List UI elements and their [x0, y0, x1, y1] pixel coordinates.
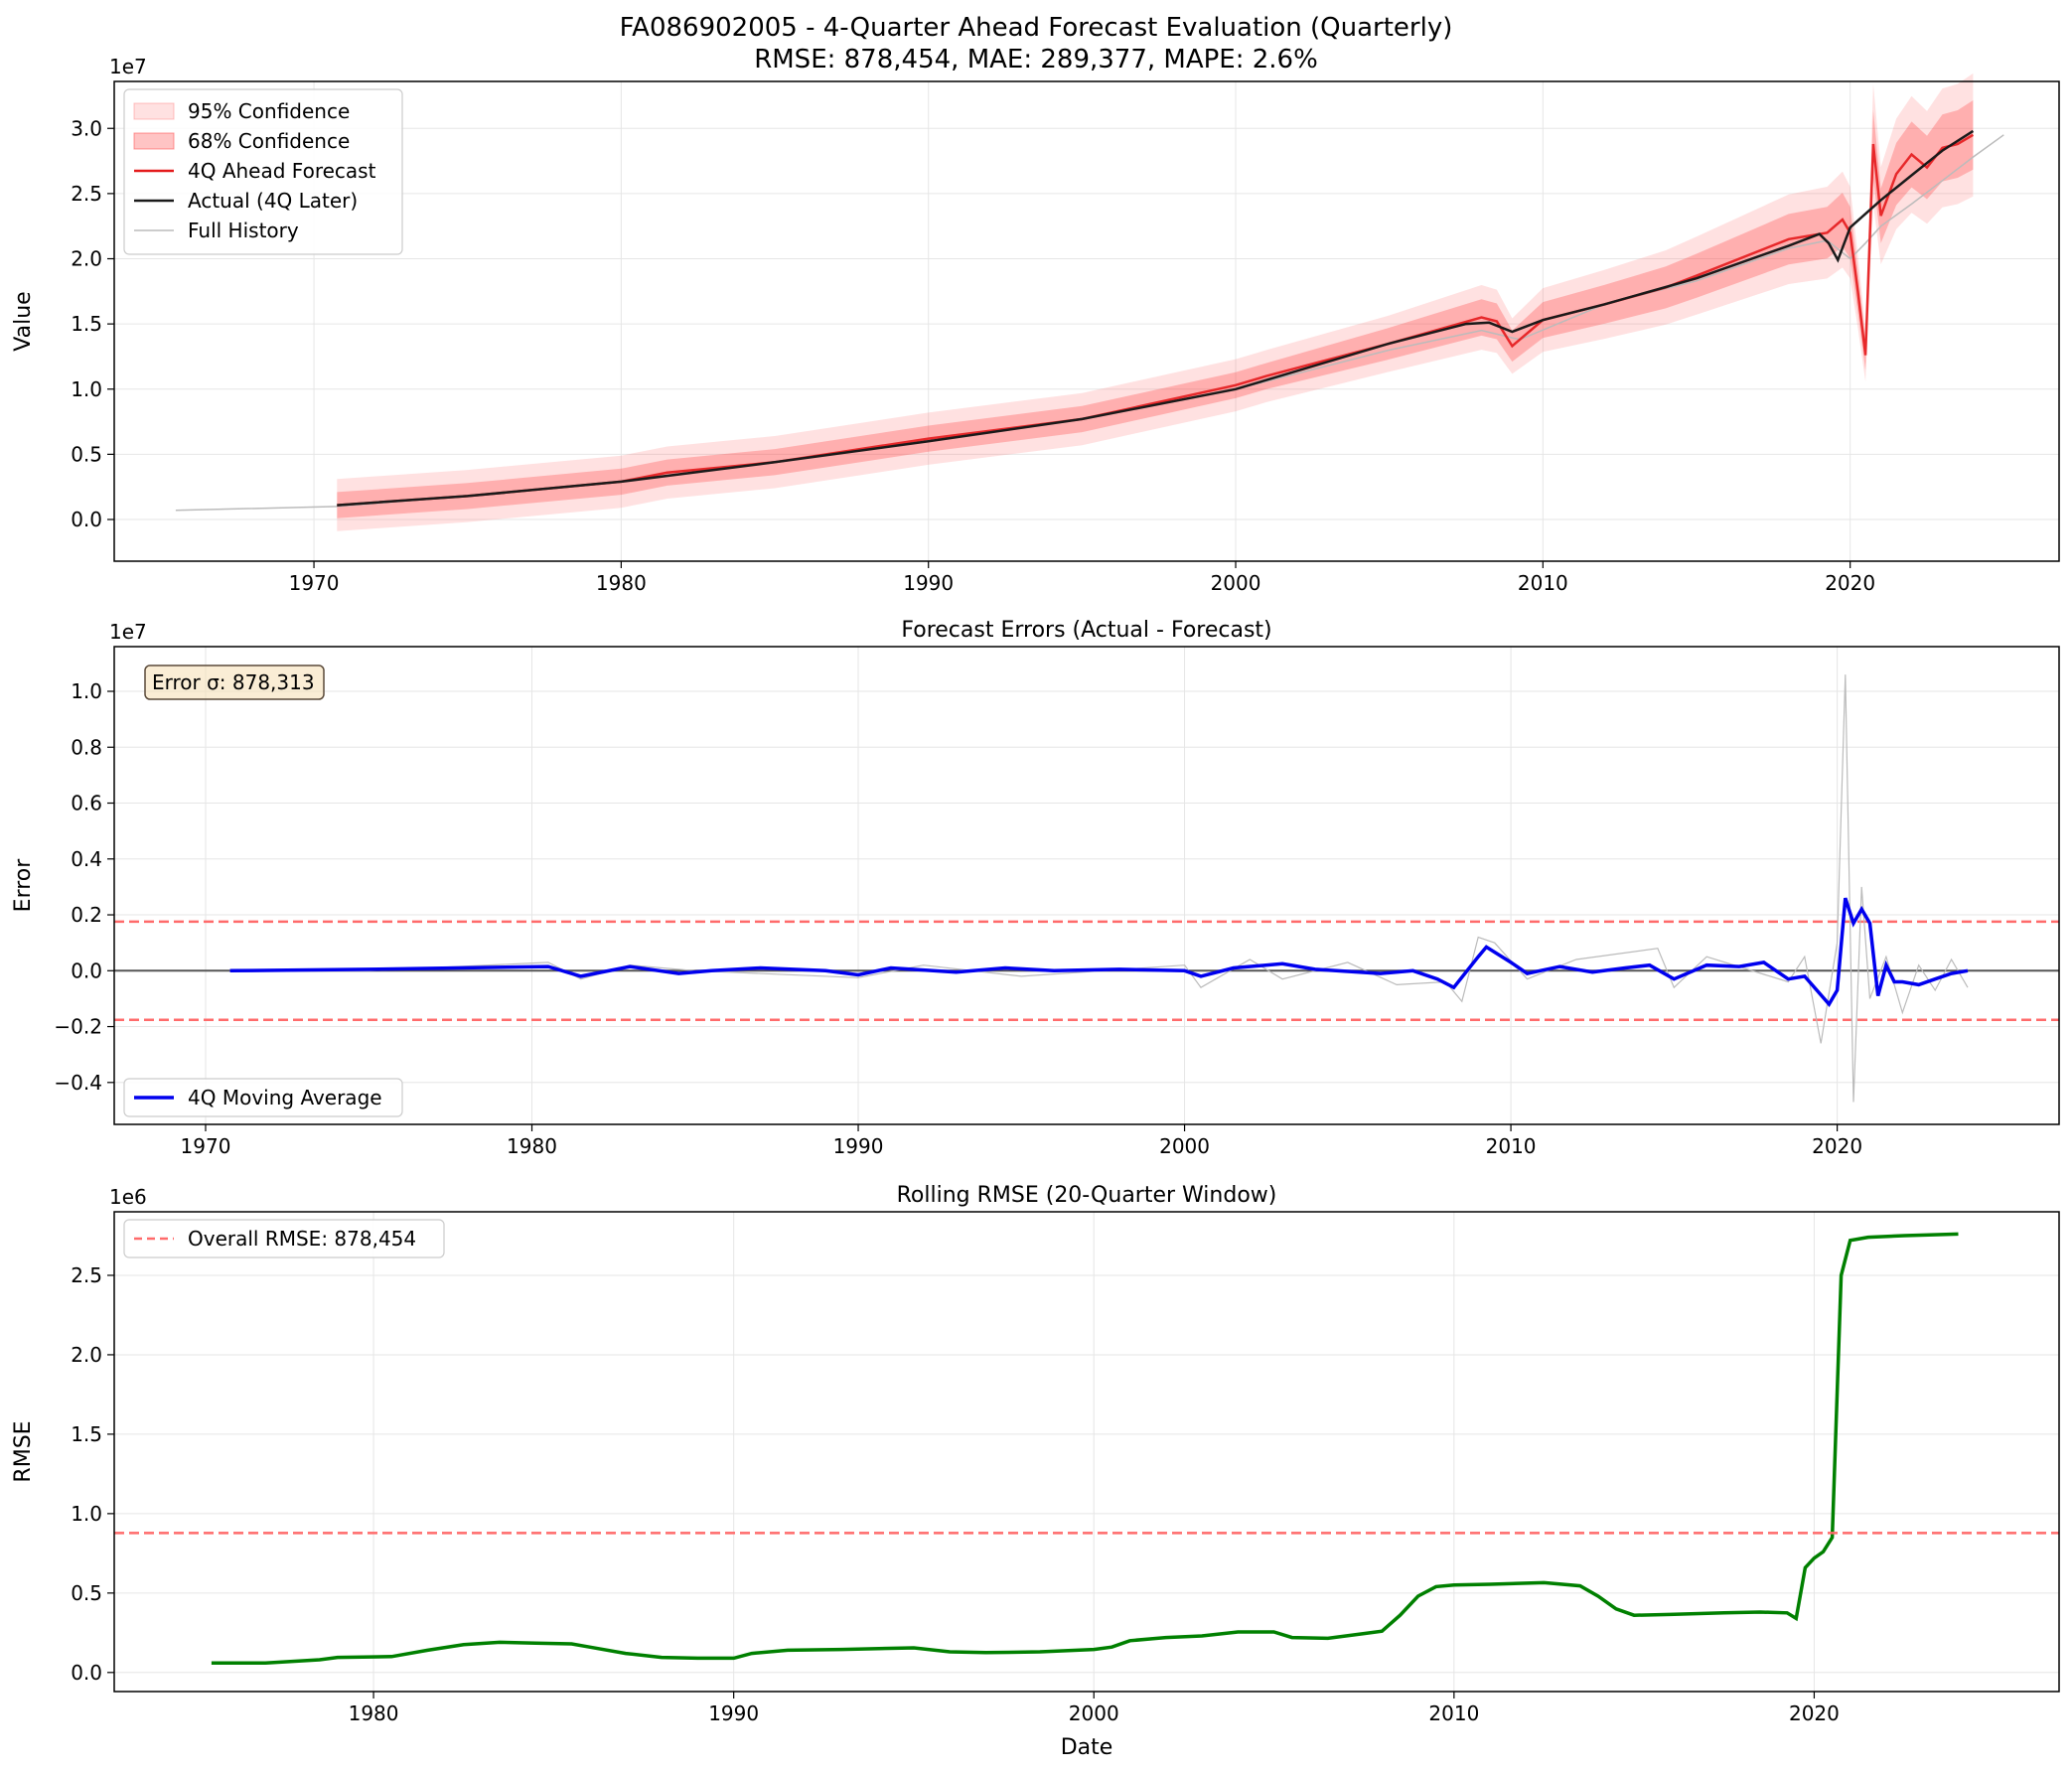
panel-title: Forecast Errors (Actual - Forecast)	[901, 618, 1271, 643]
y-tick-label: 2.5	[71, 1263, 102, 1287]
y-tick-label: −0.2	[54, 1015, 102, 1039]
ci68-band	[337, 100, 1974, 518]
y-tick-label: 0.5	[71, 1581, 102, 1605]
plot-frame	[113, 80, 2060, 562]
y-tick-label: 3.0	[71, 116, 102, 140]
figure-subtitle: RMSE: 878,454, MAE: 289,377, MAPE: 2.6%	[754, 45, 1318, 74]
y-tick-label: 1.5	[71, 1422, 102, 1446]
y-tick-label: 1.0	[71, 377, 102, 401]
legend-swatch-ci95	[133, 102, 175, 120]
y-tick-label: 2.0	[71, 247, 102, 271]
legend-swatch-ci68	[133, 132, 175, 150]
legend-box	[123, 1078, 403, 1117]
legend-label: 4Q Moving Average	[188, 1086, 382, 1109]
x-tick-label: 1970	[181, 1134, 231, 1158]
x-tick-label: 1990	[903, 571, 954, 595]
legend-label: 68% Confidence	[188, 129, 350, 153]
x-tick-label: 2020	[1825, 571, 1875, 595]
x-tick-label: 2010	[1486, 1134, 1537, 1158]
legend-label: Overall RMSE: 878,454	[188, 1227, 416, 1251]
x-axis-label: Date	[1061, 1735, 1113, 1760]
ci95-band	[337, 73, 1974, 531]
y-axis-label: Value	[11, 291, 36, 351]
x-tick-label: 1980	[596, 571, 647, 595]
legend-label: Actual (4Q Later)	[188, 189, 358, 213]
y-tick-label: 0.8	[71, 735, 102, 759]
legend-label: 4Q Ahead Forecast	[188, 159, 376, 183]
rolling-rmse-panel: 1980 1990 2000 2010 2020 0.0 0.5 1.0 1.5 2.0 2.5 1e…	[11, 1183, 2060, 1760]
figure-title: FA086902005 - 4-Quarter Ahead Forecast E…	[620, 13, 1453, 43]
x-tick-label: 2020	[1812, 1134, 1862, 1158]
y-tick-label: −0.4	[54, 1071, 102, 1095]
x-tick-label: 1990	[833, 1134, 884, 1158]
error-sigma-annotation: Error σ: 878,313	[152, 670, 315, 694]
legend-label: 95% Confidence	[188, 99, 350, 123]
x-tick-label: 1980	[507, 1134, 557, 1158]
x-tick-label: 2010	[1518, 571, 1568, 595]
y-tick-label: 2.0	[71, 1343, 102, 1367]
y-tick-label: 1.0	[71, 679, 102, 703]
x-tick-label: 2020	[1789, 1701, 1840, 1725]
x-tick-label: 1990	[708, 1701, 759, 1725]
moving-average-line	[229, 897, 1969, 1007]
y-tick-label: 1.0	[71, 1502, 102, 1526]
y-tick-label: 0.5	[71, 442, 102, 466]
plot-frame	[113, 1211, 2060, 1693]
y-tick-label: 0.0	[71, 1661, 102, 1685]
legend-box	[123, 1219, 445, 1258]
x-tick-label: 1970	[289, 571, 340, 595]
x-tick-label: 2000	[1211, 571, 1261, 595]
y-tick-label: 0.4	[71, 847, 102, 871]
y-tick-label: 0.0	[71, 508, 102, 531]
plot-frame	[113, 646, 2060, 1125]
y-axis-label: RMSE	[11, 1420, 36, 1482]
axis-offset-label: 1e7	[109, 620, 147, 644]
y-tick-label: 0.2	[71, 903, 102, 927]
x-tick-label: 1980	[349, 1701, 399, 1725]
y-axis-label: Error	[11, 858, 36, 913]
axis-offset-label: 1e6	[109, 1185, 147, 1209]
legend-label: Full History	[188, 219, 299, 242]
x-tick-label: 2010	[1428, 1701, 1479, 1725]
x-tick-label: 2000	[1159, 1134, 1210, 1158]
y-tick-label: 1.5	[71, 312, 102, 336]
legend-box	[123, 88, 403, 255]
y-tick-label: 0.6	[71, 792, 102, 815]
x-tick-label: 2000	[1069, 1701, 1119, 1725]
errors-panel: 1970 1980 1990 2000 2010 2020 −0.4 −0.2 0.0 0.2 0.…	[11, 618, 2060, 1158]
panel-title: Rolling RMSE (20-Quarter Window)	[897, 1183, 1277, 1208]
y-tick-label: 2.5	[71, 182, 102, 206]
rolling-rmse-line	[211, 1232, 1959, 1665]
y-tick-label: 0.0	[71, 959, 102, 982]
forecast-panel: 1970 1980 1990 2000 2010 2020 0.0 0.5 1.0 1.5 2.0 2…	[11, 55, 2060, 595]
axis-offset-label: 1e7	[109, 55, 147, 78]
error-sigma-box	[144, 664, 325, 700]
actual-line	[337, 129, 1975, 507]
